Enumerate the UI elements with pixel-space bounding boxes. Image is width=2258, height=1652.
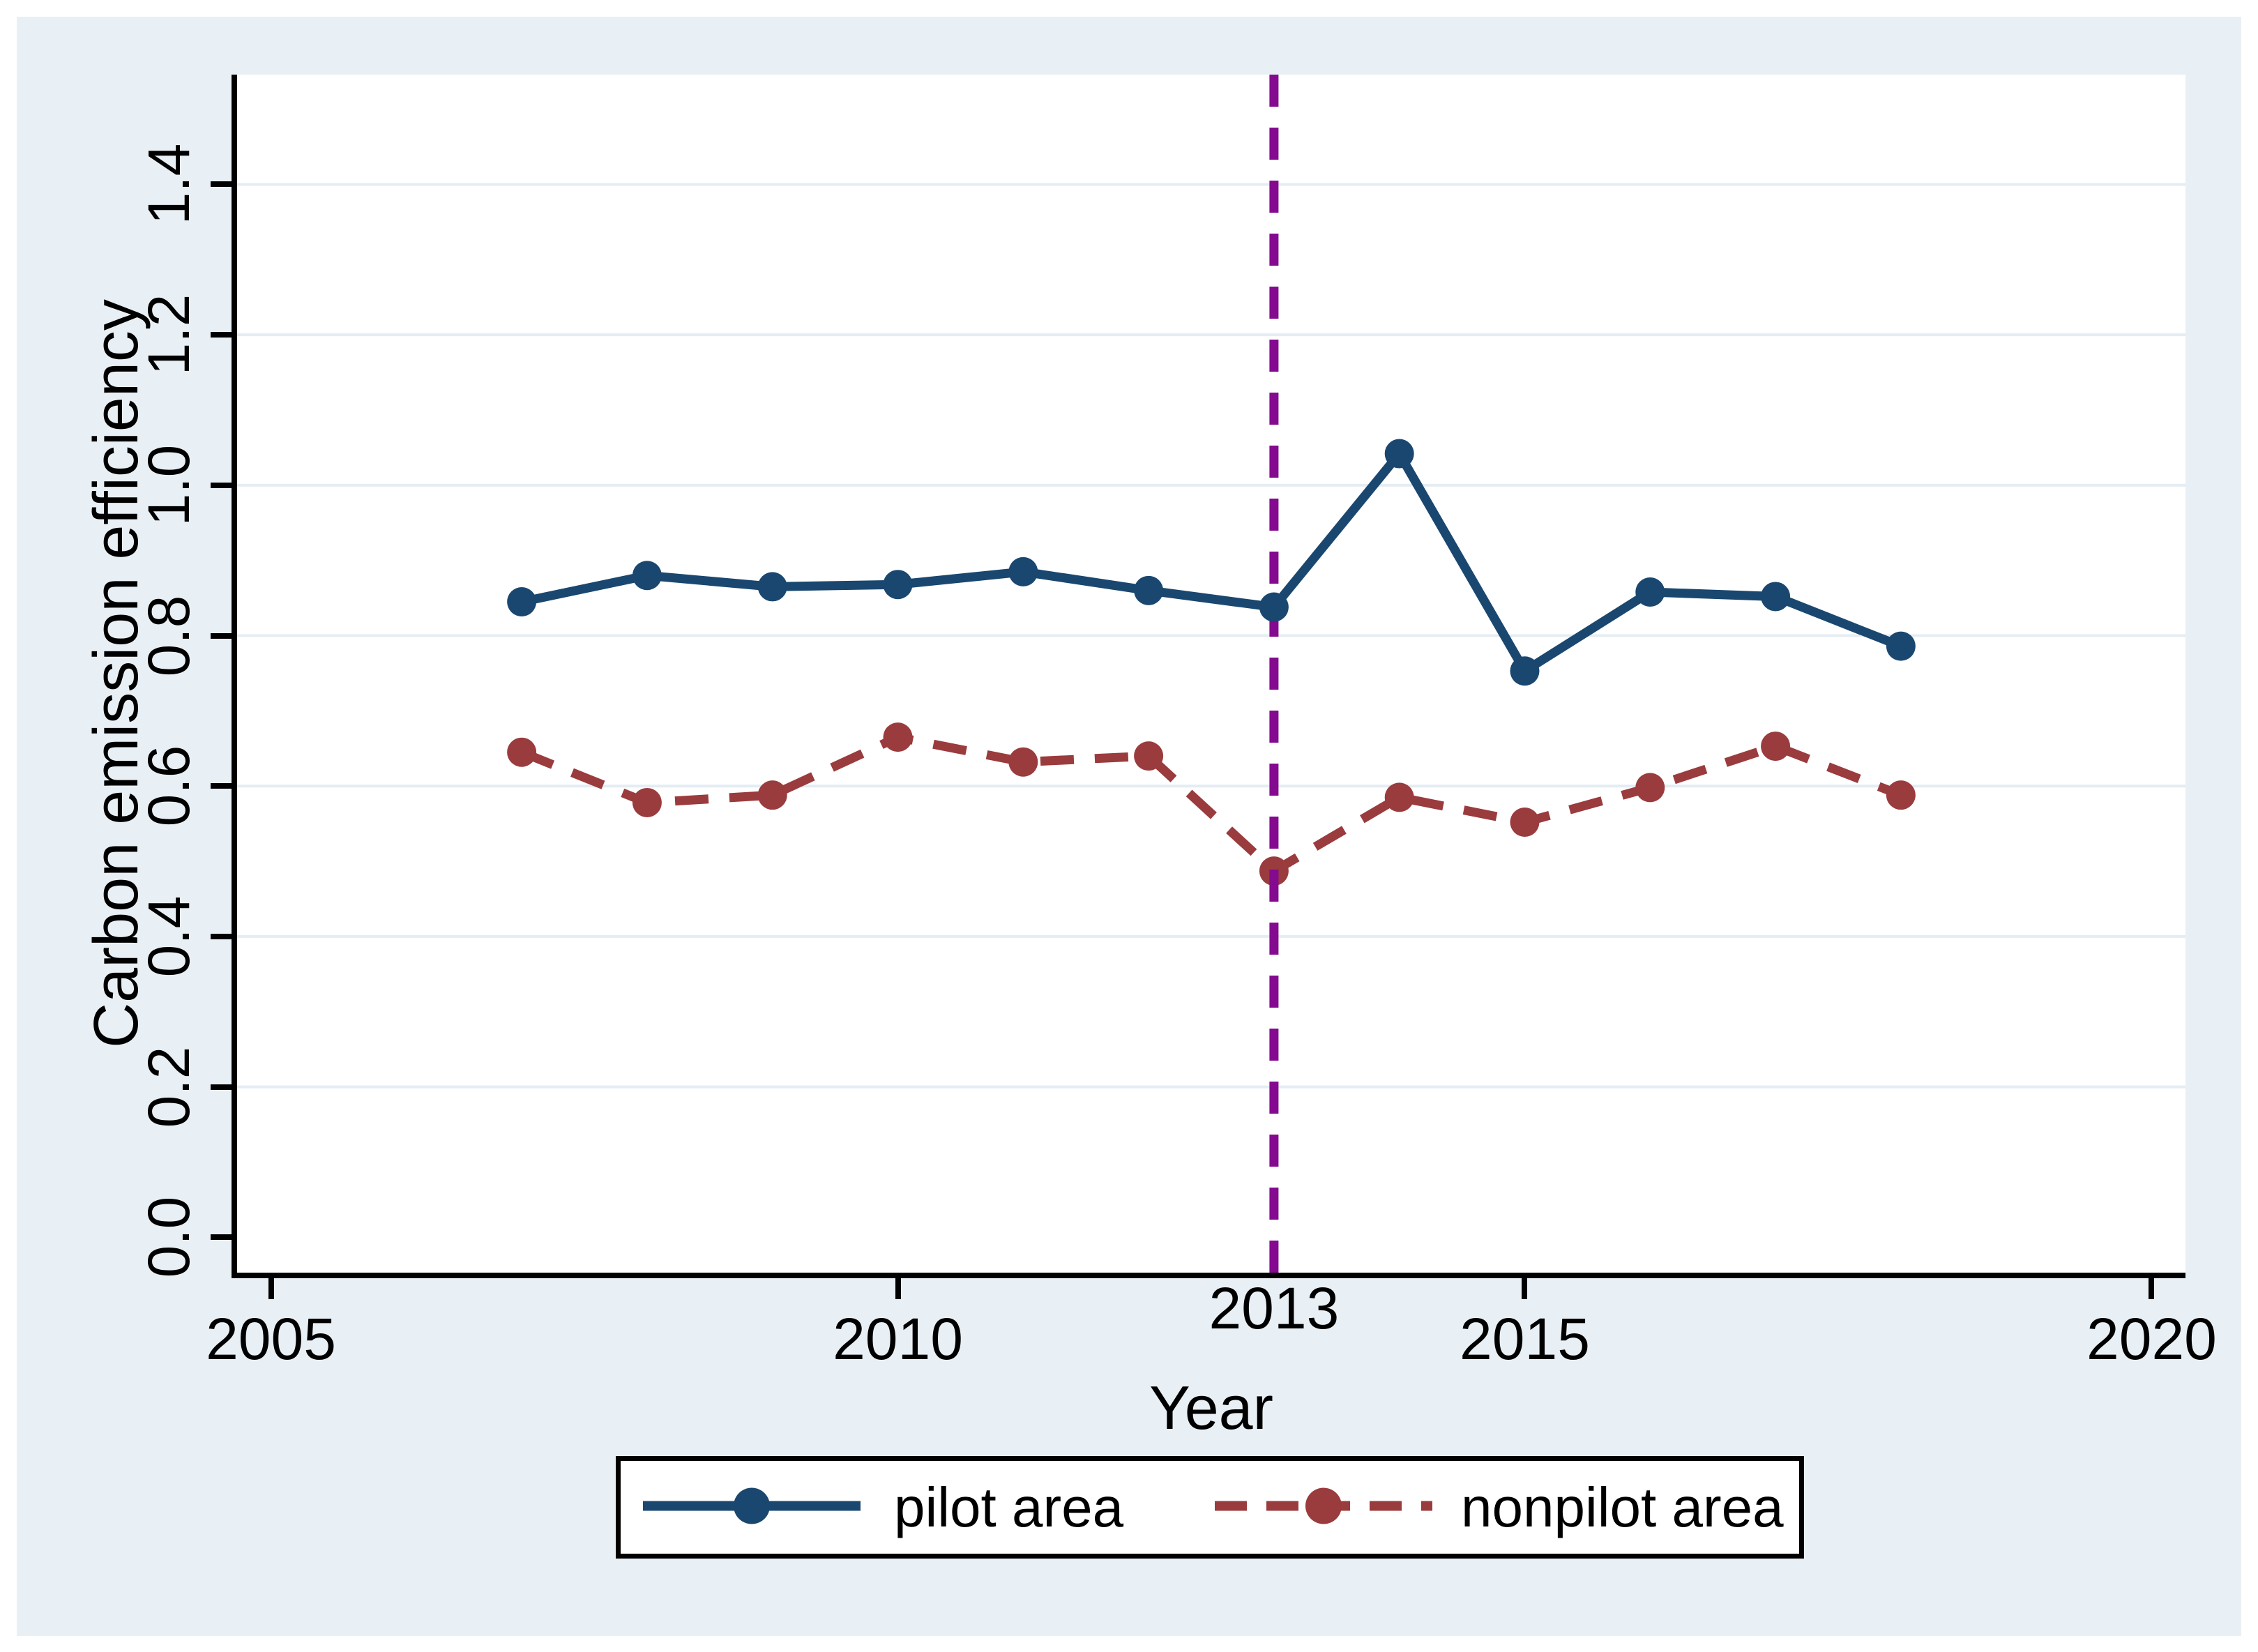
y-tick-label-0.8: 0.8 (136, 595, 202, 676)
y-tick-label-0.4: 0.4 (136, 895, 202, 978)
y-tick-1.2 (211, 332, 232, 338)
marker-nonpilot-area-2007 (507, 737, 537, 767)
y-tick-0.4 (211, 933, 232, 939)
marker-nonpilot-area-2009 (757, 780, 787, 810)
marker-pilot-area-2014 (1384, 439, 1414, 469)
legend-label-nonpilot: nonpilot area (1461, 1476, 1784, 1538)
marker-pilot-area-2007 (507, 587, 537, 617)
legend-box: pilot area nonpilot area (616, 1456, 1804, 1559)
marker-nonpilot-area-2010 (883, 722, 913, 752)
marker-nonpilot-area-2015 (1510, 807, 1540, 837)
x-axis-line (232, 1273, 2185, 1278)
vline-year-label: 2013 (1208, 1275, 1340, 1341)
series-line-pilot-area (520, 446, 1903, 678)
marker-pilot-area-2011 (1008, 556, 1038, 586)
y-tick-0.6 (211, 783, 232, 789)
y-tick-label-1.2: 1.2 (136, 294, 202, 376)
marker-nonpilot-area-2008 (632, 787, 662, 817)
legend-nonpilot-line-icon (1212, 1478, 1435, 1537)
x-tick-2015 (1522, 1278, 1528, 1299)
x-tick-label-2015: 2015 (1460, 1306, 1590, 1372)
y-axis-line (232, 75, 237, 1278)
x-tick-label-2010: 2010 (833, 1306, 963, 1372)
y-tick-0.8 (211, 632, 232, 639)
legend-label-pilot: pilot area (894, 1476, 1124, 1538)
x-axis-title: Year (1149, 1373, 1273, 1442)
x-tick-2005 (268, 1278, 274, 1299)
y-tick-1.0 (211, 482, 232, 488)
y-tick-label-1.4: 1.4 (136, 144, 202, 225)
x-tick-2020 (2149, 1278, 2155, 1299)
marker-pilot-area-2012 (1134, 575, 1164, 605)
x-tick-label-2005: 2005 (206, 1306, 336, 1372)
plot-area (237, 75, 2185, 1273)
x-tick-label-2020: 2020 (2086, 1306, 2217, 1372)
marker-pilot-area-2009 (757, 572, 787, 602)
y-tick-label-0.2: 0.2 (136, 1046, 202, 1128)
y-tick-label-1.0: 1.0 (136, 444, 202, 526)
series-line-nonpilot-area (520, 732, 1903, 877)
marker-pilot-area-2016 (1635, 577, 1665, 607)
y-tick-label-0.0: 0.0 (136, 1196, 202, 1278)
marker-nonpilot-area-2016 (1635, 773, 1665, 803)
marker-nonpilot-area-2018 (1886, 780, 1916, 810)
y-tick-0.0 (211, 1234, 232, 1241)
marker-nonpilot-area-2014 (1384, 782, 1414, 812)
marker-pilot-area-2018 (1886, 631, 1916, 661)
legend-pilot-line-icon (640, 1478, 863, 1537)
y-tick-1.4 (211, 181, 232, 188)
marker-nonpilot-area-2012 (1134, 741, 1164, 771)
marker-pilot-area-2010 (883, 570, 913, 600)
y-tick-0.2 (211, 1084, 232, 1090)
marker-pilot-area-2013 (1259, 592, 1289, 622)
marker-pilot-area-2017 (1761, 582, 1791, 612)
marker-pilot-area-2015 (1510, 656, 1540, 686)
marker-nonpilot-area-2017 (1761, 732, 1791, 761)
marker-pilot-area-2008 (632, 561, 662, 591)
x-tick-2010 (895, 1278, 901, 1299)
y-tick-label-0.6: 0.6 (136, 745, 202, 827)
marker-nonpilot-area-2011 (1008, 747, 1038, 777)
chart-svg (237, 75, 2185, 1273)
figure-canvas: Carbon emission efficiency Year 2013 pil… (17, 17, 2241, 1636)
